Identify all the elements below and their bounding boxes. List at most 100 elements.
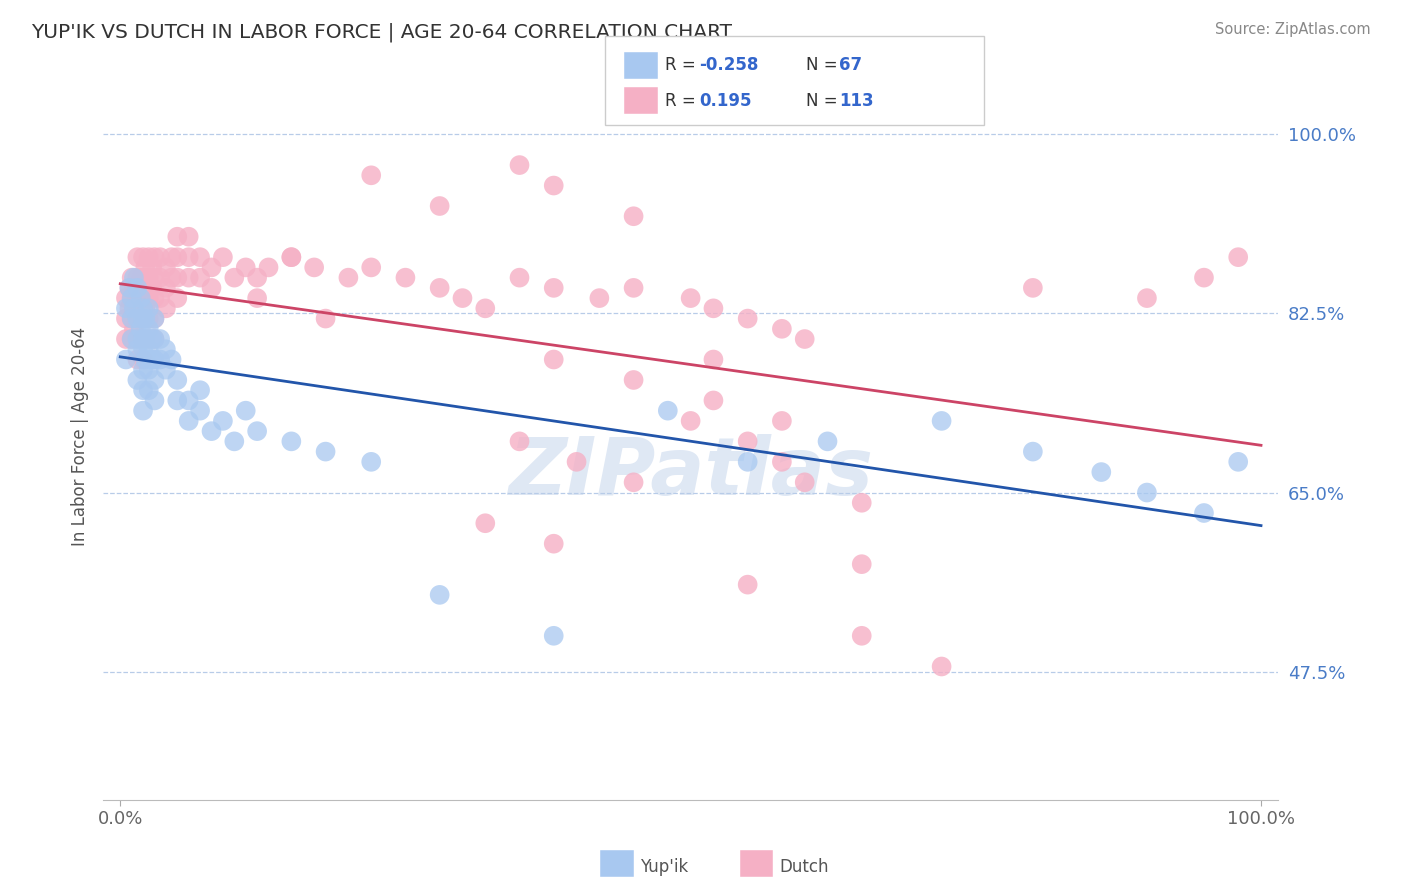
- Point: [817, 434, 839, 449]
- Point: [177, 229, 200, 244]
- Point: [166, 229, 188, 244]
- Point: [115, 311, 138, 326]
- Point: [451, 291, 474, 305]
- Point: [138, 322, 160, 336]
- Point: [235, 403, 257, 417]
- Point: [315, 444, 337, 458]
- Text: N =: N =: [806, 56, 842, 74]
- Point: [132, 352, 155, 367]
- Point: [508, 270, 530, 285]
- Point: [508, 158, 530, 172]
- Point: [132, 332, 155, 346]
- Point: [360, 455, 382, 469]
- Point: [737, 455, 759, 469]
- Point: [851, 496, 873, 510]
- Point: [155, 260, 177, 275]
- Point: [149, 291, 172, 305]
- Point: [851, 557, 873, 571]
- Point: [143, 352, 166, 367]
- Point: [280, 434, 302, 449]
- Point: [143, 393, 166, 408]
- Point: [132, 311, 155, 326]
- Y-axis label: In Labor Force | Age 20-64: In Labor Force | Age 20-64: [72, 326, 89, 546]
- Point: [121, 291, 143, 305]
- Point: [143, 250, 166, 264]
- Point: [737, 434, 759, 449]
- Point: [160, 352, 183, 367]
- Point: [115, 332, 138, 346]
- Point: [212, 250, 235, 264]
- Point: [737, 311, 759, 326]
- Text: 113: 113: [839, 92, 875, 110]
- Point: [1136, 291, 1159, 305]
- Point: [138, 332, 160, 346]
- Text: 67: 67: [839, 56, 862, 74]
- Point: [1227, 250, 1250, 264]
- Text: R =: R =: [665, 56, 702, 74]
- Point: [155, 301, 177, 316]
- Point: [770, 322, 793, 336]
- Point: [143, 311, 166, 326]
- Point: [737, 577, 759, 591]
- Point: [155, 343, 177, 357]
- Text: -0.258: -0.258: [699, 56, 758, 74]
- Point: [200, 281, 222, 295]
- Point: [127, 343, 149, 357]
- Point: [166, 250, 188, 264]
- Text: Yup'ik: Yup'ik: [640, 858, 688, 876]
- Point: [155, 363, 177, 377]
- Point: [127, 311, 149, 326]
- Point: [200, 260, 222, 275]
- Point: [508, 434, 530, 449]
- Point: [188, 383, 211, 397]
- Point: [302, 260, 325, 275]
- Point: [149, 270, 172, 285]
- Point: [143, 270, 166, 285]
- Point: [1227, 455, 1250, 469]
- Point: [143, 332, 166, 346]
- Point: [360, 260, 382, 275]
- Point: [793, 332, 815, 346]
- Point: [134, 281, 156, 295]
- Point: [121, 270, 143, 285]
- Point: [160, 250, 183, 264]
- Point: [623, 281, 645, 295]
- Point: [141, 260, 163, 275]
- Point: [155, 281, 177, 295]
- Point: [127, 281, 149, 295]
- Point: [118, 301, 141, 316]
- Point: [280, 250, 302, 264]
- Point: [149, 250, 172, 264]
- Point: [121, 311, 143, 326]
- Point: [118, 281, 141, 295]
- Point: [121, 332, 143, 346]
- Point: [679, 414, 702, 428]
- Point: [138, 291, 160, 305]
- Point: [132, 332, 155, 346]
- Point: [931, 659, 953, 673]
- Point: [429, 281, 451, 295]
- Point: [337, 270, 360, 285]
- Point: [138, 301, 160, 316]
- Point: [141, 352, 163, 367]
- Point: [1192, 506, 1215, 520]
- Point: [851, 629, 873, 643]
- Point: [143, 373, 166, 387]
- Point: [127, 250, 149, 264]
- Point: [177, 270, 200, 285]
- Point: [1192, 270, 1215, 285]
- Point: [149, 332, 172, 346]
- Point: [118, 281, 141, 295]
- Point: [1022, 444, 1045, 458]
- Point: [143, 291, 166, 305]
- Text: Source: ZipAtlas.com: Source: ZipAtlas.com: [1215, 22, 1371, 37]
- Point: [246, 291, 269, 305]
- Point: [543, 629, 565, 643]
- Point: [793, 475, 815, 490]
- Point: [138, 343, 160, 357]
- Point: [188, 250, 211, 264]
- Point: [121, 311, 143, 326]
- Point: [702, 393, 724, 408]
- Point: [657, 403, 679, 417]
- Point: [166, 291, 188, 305]
